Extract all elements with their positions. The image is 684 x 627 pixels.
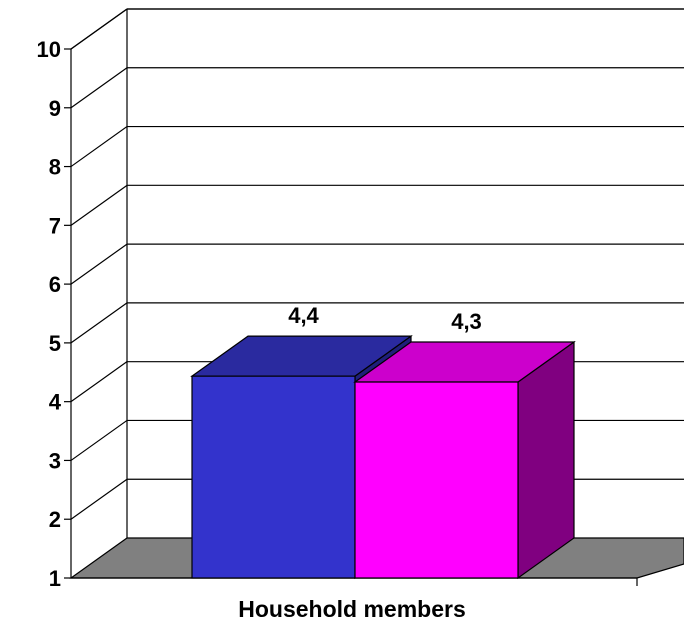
y-tick-label: 8 bbox=[49, 155, 61, 180]
bar bbox=[191, 375, 356, 579]
y-tick-label: 3 bbox=[49, 448, 61, 473]
gridline-depth bbox=[70, 184, 128, 226]
gridline-depth bbox=[70, 243, 128, 285]
y-tick-label: 7 bbox=[49, 213, 61, 238]
data-label: 4,3 bbox=[451, 309, 482, 334]
y-tick-label: 6 bbox=[49, 272, 61, 297]
y-tick-label: 10 bbox=[37, 37, 61, 62]
gridlines bbox=[70, 8, 684, 520]
y-tick-label: 4 bbox=[49, 390, 62, 415]
y-tick-label: 9 bbox=[49, 96, 61, 121]
gridline-depth bbox=[70, 8, 128, 50]
y-tick-label: 5 bbox=[49, 331, 61, 356]
data-labels: 4,4 4,3 bbox=[288, 303, 482, 334]
gridline-depth bbox=[70, 126, 128, 168]
bar-side bbox=[517, 340, 575, 580]
gridline-depth bbox=[70, 419, 128, 461]
y-tick-label: 1 bbox=[49, 566, 61, 591]
gridline-depth bbox=[70, 361, 128, 403]
gridline-depth bbox=[70, 478, 128, 520]
gridline-depth bbox=[70, 302, 128, 344]
gridline-depth bbox=[70, 67, 128, 109]
data-label: 4,4 bbox=[288, 303, 319, 328]
bars bbox=[190, 334, 576, 580]
y-tick-label: 2 bbox=[49, 507, 61, 532]
y-axis: 1 2 3 4 5 6 7 8 9 10 bbox=[37, 37, 72, 591]
x-axis-label: Household members bbox=[238, 596, 466, 622]
bar bbox=[354, 381, 519, 579]
